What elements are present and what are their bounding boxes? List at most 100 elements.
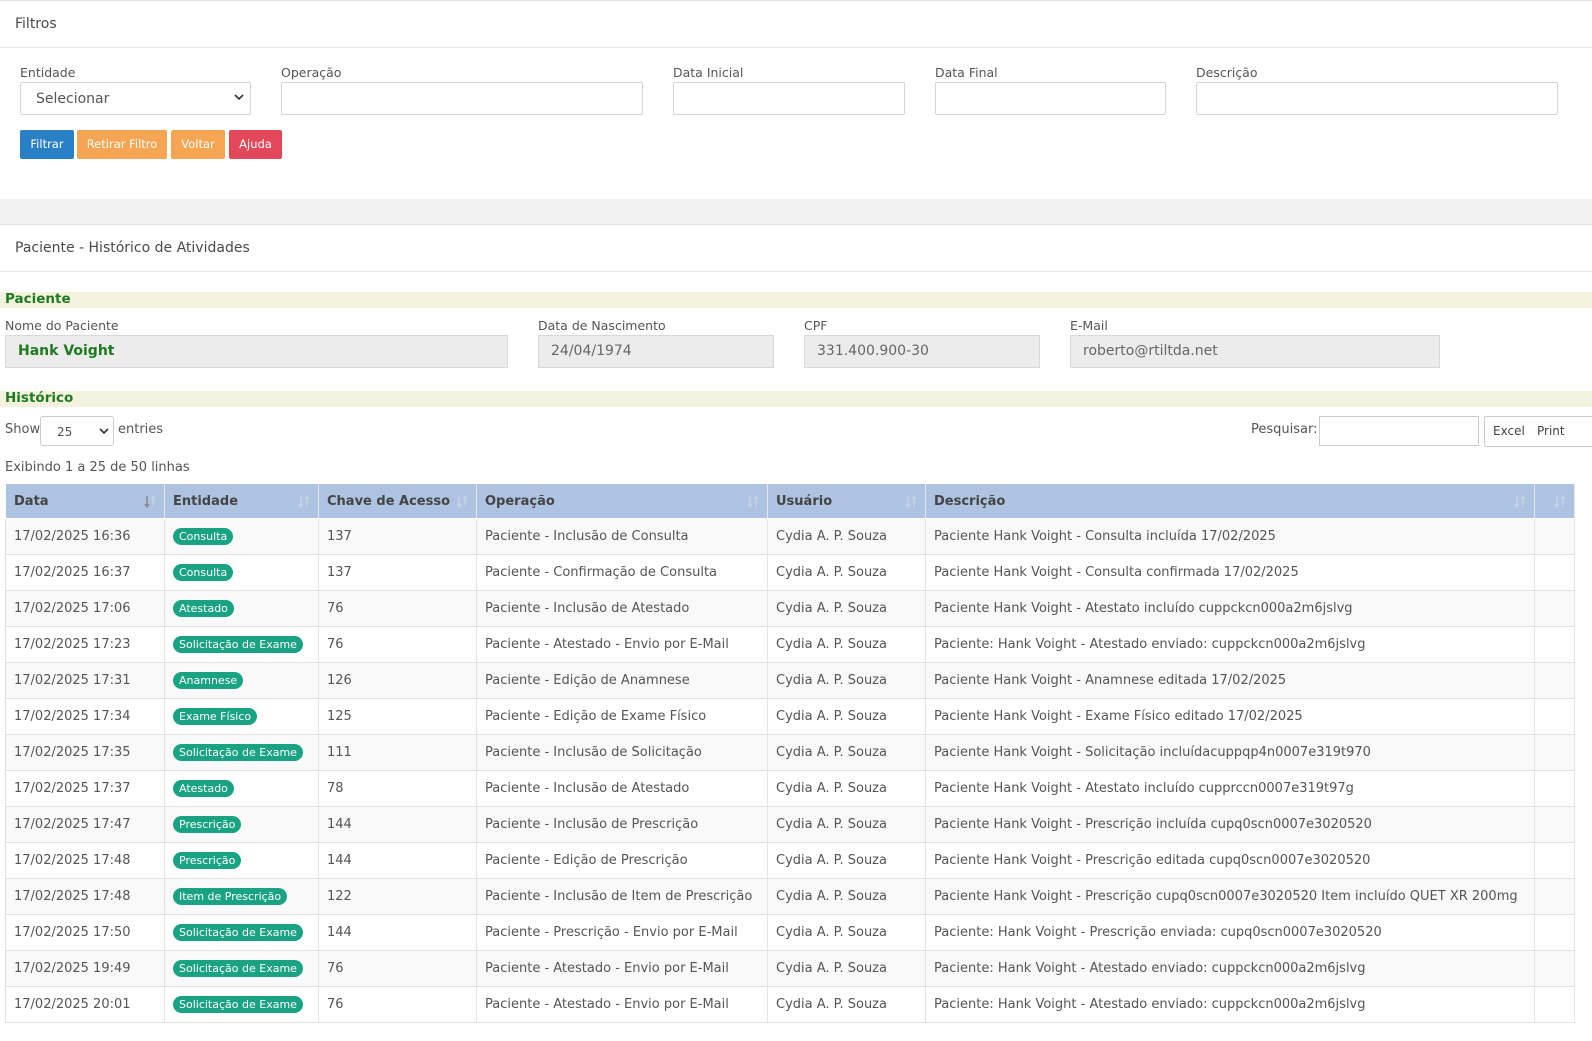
- search-input[interactable]: [1319, 416, 1479, 446]
- sort-icon[interactable]: [144, 495, 156, 508]
- cell-extra: [1534, 626, 1575, 663]
- cell-entidade: Consulta: [164, 518, 319, 555]
- cell-chave: 76: [318, 986, 477, 1023]
- cell-data: 17/02/2025 17:34: [5, 698, 165, 735]
- sort-icon[interactable]: [747, 495, 759, 508]
- data-final-input[interactable]: [935, 82, 1166, 115]
- table-row[interactable]: 17/02/2025 17:50 Solicitação de Exame 144 P…: [5, 914, 1575, 951]
- cell-usuario: Cydia A. P. Souza: [767, 842, 926, 879]
- cell-entidade: Anamnese: [164, 662, 319, 699]
- cell-descricao: Paciente: Hank Voight - Atestado enviado…: [925, 986, 1535, 1023]
- print-button[interactable]: Print: [1529, 416, 1592, 447]
- cell-operacao: Paciente - Confirmação de Consulta: [476, 554, 768, 591]
- sort-icon[interactable]: [298, 495, 310, 508]
- cpf-label: CPF: [804, 318, 828, 333]
- table-row[interactable]: 17/02/2025 17:37 Atestado 78 Paciente - Inc…: [5, 770, 1575, 807]
- retirar-filtro-button[interactable]: Retirar Filtro: [77, 130, 167, 159]
- cell-operacao: Paciente - Inclusão de Item de Prescriçã…: [476, 878, 768, 915]
- entidade-select[interactable]: Selecionar: [20, 82, 251, 115]
- cell-operacao: Paciente - Edição de Anamnese: [476, 662, 768, 699]
- table-header-row: Data Entidade Chave de Acesso Operação Usuár…: [5, 483, 1575, 519]
- col-chave-header[interactable]: Chave de Acesso: [318, 483, 477, 519]
- cell-usuario: Cydia A. P. Souza: [767, 554, 926, 591]
- cell-operacao: Paciente - Inclusão de Atestado: [476, 770, 768, 807]
- column-label: Data: [14, 493, 49, 509]
- sort-icon[interactable]: [905, 495, 917, 508]
- entity-badge: Prescrição: [173, 852, 242, 869]
- col-operacao-header[interactable]: Operação: [476, 483, 768, 519]
- data-inicial-input[interactable]: [673, 82, 905, 115]
- cell-chave: 111: [318, 734, 477, 771]
- sort-icon[interactable]: [456, 495, 468, 508]
- cell-chave: 144: [318, 842, 477, 879]
- cell-extra: [1534, 518, 1575, 555]
- cell-operacao: Paciente - Atestado - Envio por E-Mail: [476, 986, 768, 1023]
- cell-descricao: Paciente Hank Voight - Prescrição cupq0s…: [925, 878, 1535, 915]
- cell-entidade: Solicitação de Exame: [164, 950, 319, 987]
- cell-descricao: Paciente: Hank Voight - Prescrição envia…: [925, 914, 1535, 951]
- cell-data: 17/02/2025 17:47: [5, 806, 165, 843]
- table-row[interactable]: 17/02/2025 16:37 Consulta 137 Paciente - Co…: [5, 554, 1575, 591]
- cell-data: 17/02/2025 17:35: [5, 734, 165, 771]
- entity-badge: Anamnese: [173, 672, 244, 689]
- cell-extra: [1534, 734, 1575, 771]
- table-row[interactable]: 17/02/2025 20:01 Solicitação de Exame 76 Pa…: [5, 986, 1575, 1023]
- cell-operacao: Paciente - Edição de Exame Físico: [476, 698, 768, 735]
- col-descricao-header[interactable]: Descrição: [925, 483, 1535, 519]
- table-row[interactable]: 17/02/2025 17:31 Anamnese 126 Paciente - Ed…: [5, 662, 1575, 699]
- cell-entidade: Solicitação de Exame: [164, 626, 319, 663]
- ajuda-button[interactable]: Ajuda: [229, 130, 282, 159]
- excel-button[interactable]: Excel: [1484, 416, 1534, 447]
- table-row[interactable]: 17/02/2025 17:47 Prescrição 144 Paciente - …: [5, 806, 1575, 843]
- cell-operacao: Paciente - Prescrição - Envio por E-Mail: [476, 914, 768, 951]
- cell-chave: 137: [318, 554, 477, 591]
- panel-separator: [0, 199, 1592, 225]
- table-row[interactable]: 17/02/2025 17:23 Solicitação de Exame 76 Pa…: [5, 626, 1575, 663]
- patient-name-field: Hank Voight: [5, 335, 508, 368]
- col-usuario-header[interactable]: Usuário: [767, 483, 926, 519]
- voltar-button[interactable]: Voltar: [171, 130, 225, 159]
- cell-extra: [1534, 698, 1575, 735]
- cell-usuario: Cydia A. P. Souza: [767, 626, 926, 663]
- filtrar-button[interactable]: Filtrar: [20, 130, 74, 159]
- cell-extra: [1534, 806, 1575, 843]
- cell-data: 17/02/2025 17:48: [5, 878, 165, 915]
- history-section-bar: [0, 391, 1592, 407]
- sort-icon[interactable]: [1554, 495, 1566, 508]
- col-data-header[interactable]: Data: [5, 483, 165, 519]
- entity-badge: Prescrição: [173, 816, 242, 833]
- cell-operacao: Paciente - Atestado - Envio por E-Mail: [476, 626, 768, 663]
- operacao-input[interactable]: [281, 82, 643, 115]
- history-section-title: Histórico: [5, 390, 74, 406]
- cell-descricao: Paciente Hank Voight - Solicitação inclu…: [925, 734, 1535, 771]
- table-row[interactable]: 17/02/2025 17:06 Atestado 76 Paciente - Inc…: [5, 590, 1575, 627]
- descricao-input[interactable]: [1196, 82, 1558, 115]
- cell-usuario: Cydia A. P. Souza: [767, 698, 926, 735]
- cell-descricao: Paciente Hank Voight - Atestato incluído…: [925, 590, 1535, 627]
- table-row[interactable]: 17/02/2025 17:35 Solicitação de Exame 111 P…: [5, 734, 1575, 771]
- table-row[interactable]: 17/02/2025 19:49 Solicitação de Exame 76 Pa…: [5, 950, 1575, 987]
- cell-extra: [1534, 950, 1575, 987]
- data-final-label: Data Final: [935, 65, 998, 80]
- entity-badge: Solicitação de Exame: [173, 996, 303, 1013]
- page-length-select[interactable]: 25: [40, 416, 114, 446]
- column-label: Entidade: [173, 493, 239, 509]
- col-extra-header[interactable]: [1534, 483, 1575, 519]
- table-row[interactable]: 17/02/2025 17:34 Exame Físico 125 Paciente …: [5, 698, 1575, 735]
- cell-entidade: Exame Físico: [164, 698, 319, 735]
- operacao-label: Operação: [281, 65, 342, 80]
- sort-icon[interactable]: [1514, 495, 1526, 508]
- data-inicial-label: Data Inicial: [673, 65, 744, 80]
- col-entidade-header[interactable]: Entidade: [164, 483, 319, 519]
- cell-data: 17/02/2025 20:01: [5, 986, 165, 1023]
- table-row[interactable]: 17/02/2025 17:48 Item de Prescrição 122 Pac…: [5, 878, 1575, 915]
- entidade-label: Entidade: [20, 65, 76, 80]
- cell-data: 17/02/2025 17:37: [5, 770, 165, 807]
- table-row[interactable]: 17/02/2025 17:48 Prescrição 144 Paciente - …: [5, 842, 1575, 879]
- cell-chave: 76: [318, 626, 477, 663]
- history-panel-header: [0, 225, 1592, 272]
- cell-chave: 137: [318, 518, 477, 555]
- entity-badge: Item de Prescrição: [173, 888, 288, 905]
- cell-entidade: Item de Prescrição: [164, 878, 319, 915]
- table-row[interactable]: 17/02/2025 16:36 Consulta 137 Paciente - In…: [5, 518, 1575, 555]
